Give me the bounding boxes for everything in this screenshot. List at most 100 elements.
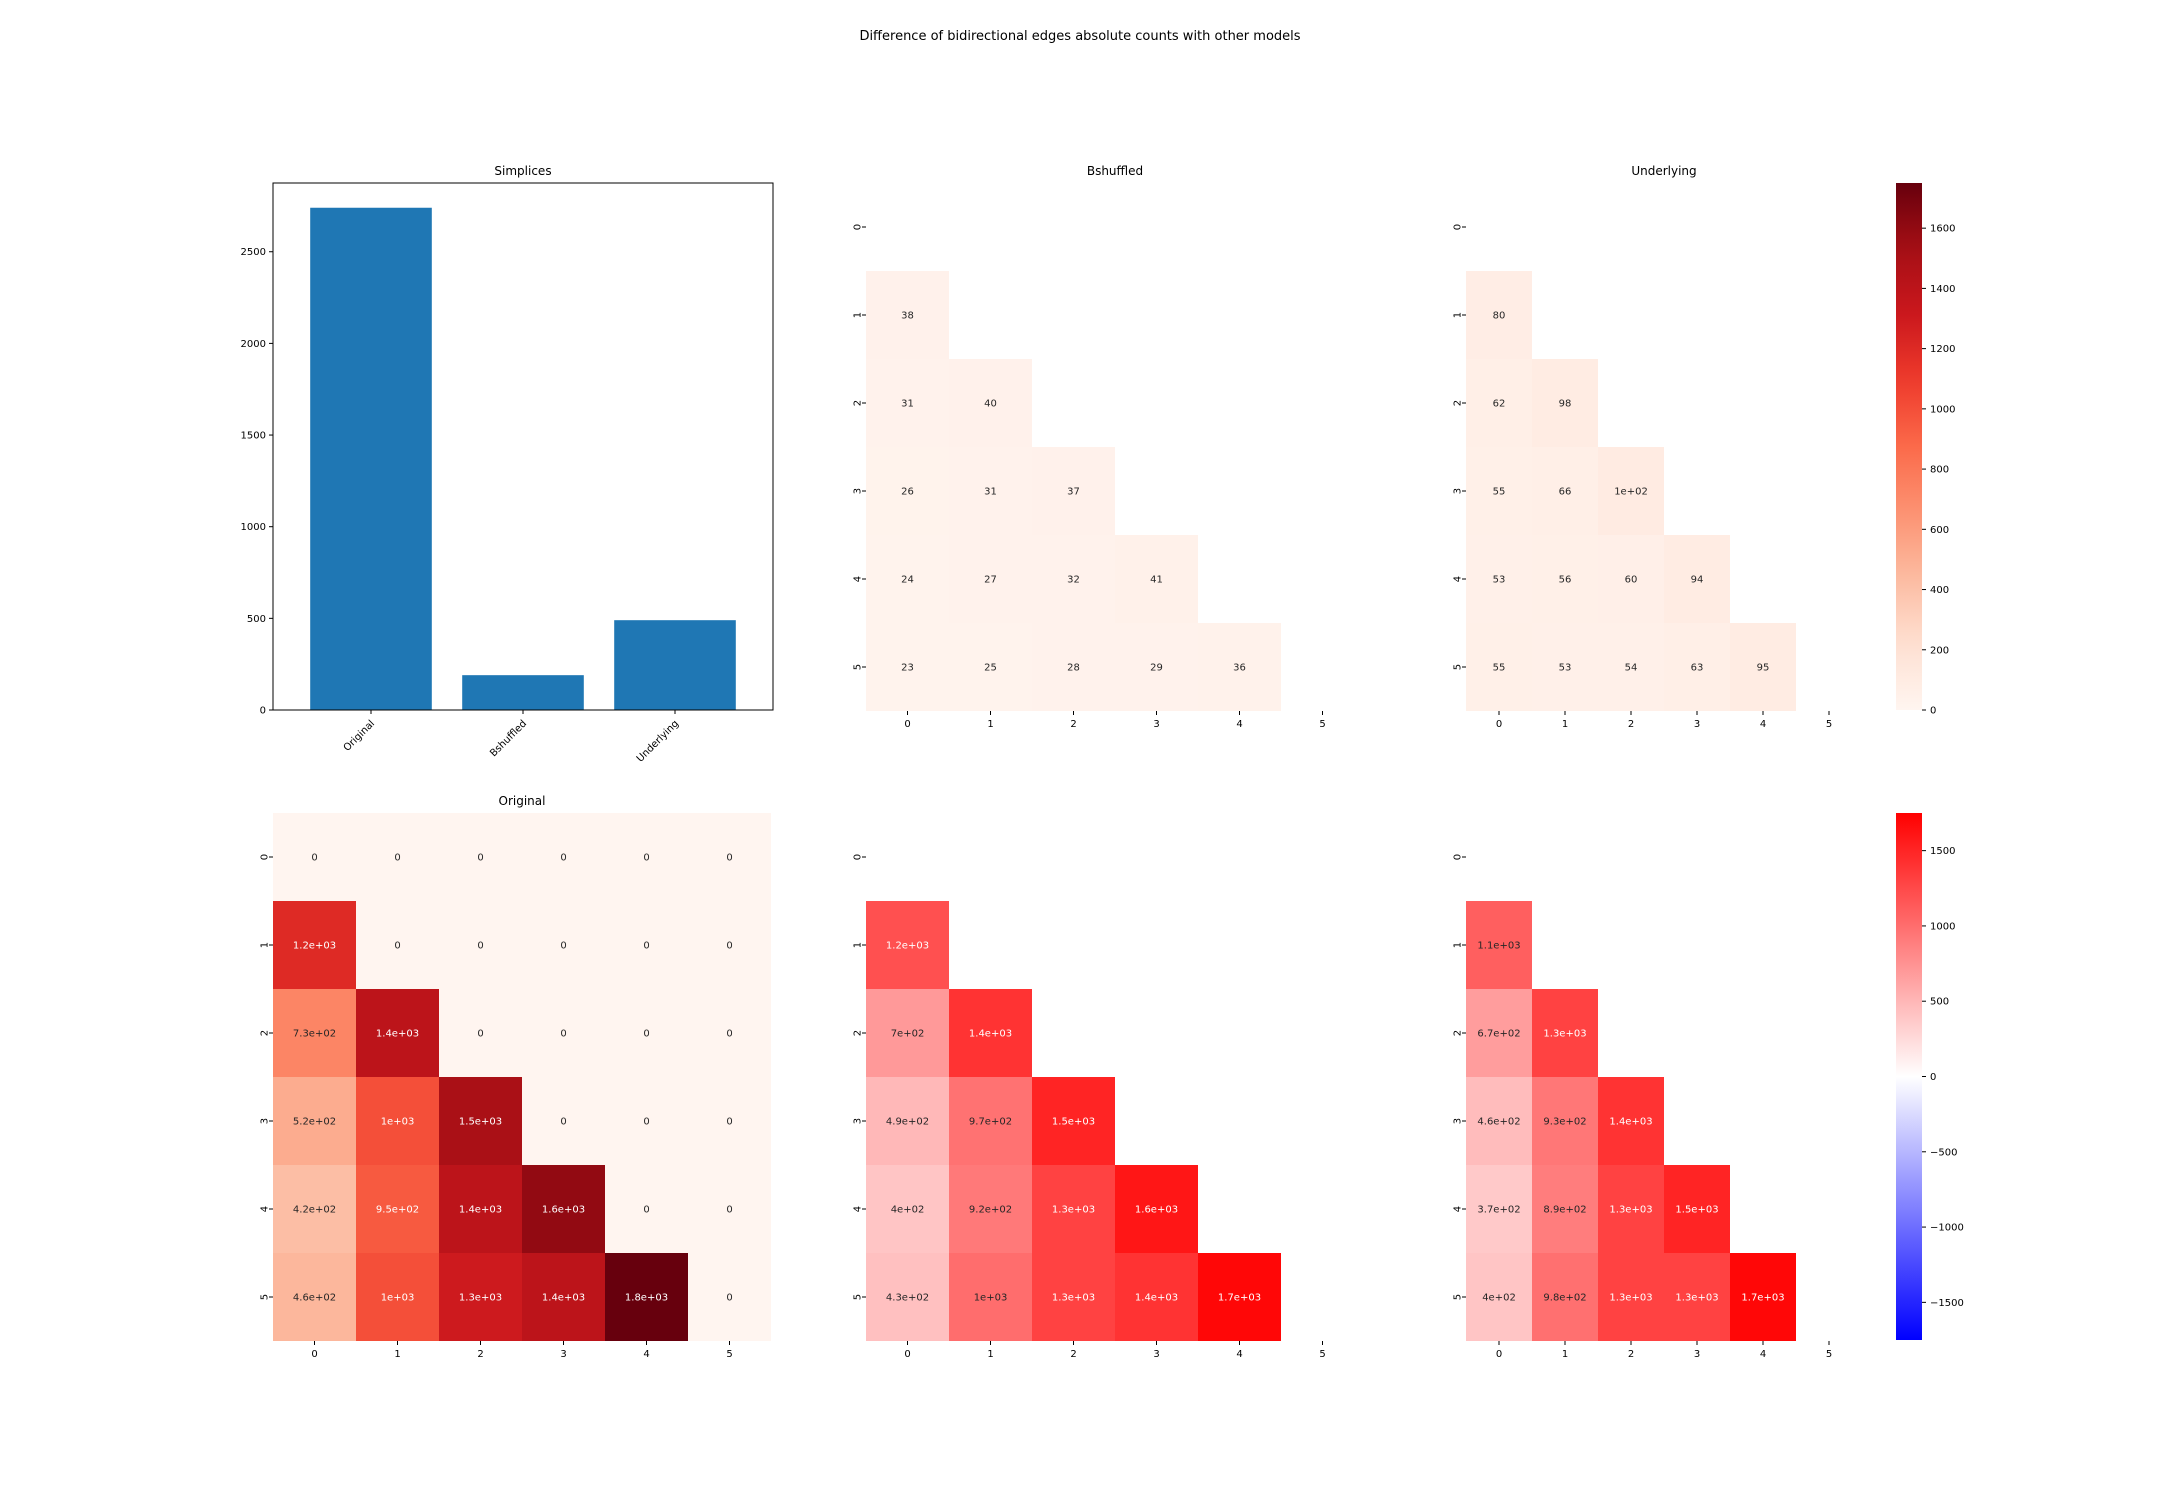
cell-value-label: 24 (901, 575, 914, 586)
cell-value-label: 0 (394, 853, 400, 864)
cell-value-label: 0 (726, 1029, 732, 1040)
y-tick-label: 2 (260, 1030, 271, 1036)
heatmap-cell (1032, 1165, 1115, 1253)
y-tick-label: 5 (1453, 1294, 1464, 1300)
y-tick-label: 2 (853, 1030, 864, 1036)
heatmap-cell (522, 989, 605, 1077)
x-tick-label: 3 (560, 1349, 566, 1360)
cell-value-label: 1.4e+03 (1609, 1117, 1652, 1128)
x-tick-label: 4 (1236, 719, 1242, 730)
cell-value-label: 53 (1559, 663, 1572, 674)
x-tick-label: 5 (726, 1349, 732, 1360)
colorbar-tick-label: 800 (1930, 465, 1949, 476)
y-tick-label: 2 (1453, 400, 1464, 406)
colorbar-tick-label: 1500 (1930, 846, 1955, 857)
y-tick-label: 2 (853, 400, 864, 406)
heatmap-cell (605, 989, 688, 1077)
colorbar-tick-label: 0 (1930, 706, 1936, 717)
y-tick-label: 5 (260, 1294, 271, 1300)
heatmap-cell (1032, 1253, 1115, 1341)
colorbar-tick-label: −1500 (1930, 1298, 1964, 1309)
cell-value-label: 1.3e+03 (1675, 1293, 1718, 1304)
cell-value-label: 0 (560, 941, 566, 952)
heatmap-cell (522, 1253, 605, 1341)
y-tick-label: 5 (853, 664, 864, 670)
heatmap-title: Bshuffled (1087, 164, 1143, 178)
cell-value-label: 63 (1691, 663, 1704, 674)
heatmap-title: Original (499, 794, 546, 808)
heatmap-cell (949, 447, 1032, 535)
cell-value-label: 27 (984, 575, 997, 586)
heatmap-cell (949, 1077, 1032, 1165)
heatmap-cell (1532, 1077, 1598, 1165)
heatmap-cell (1198, 623, 1281, 711)
cell-value-label: 0 (560, 1117, 566, 1128)
heatmap-cell (605, 901, 688, 989)
x-tick-label: 0 (904, 1349, 910, 1360)
cell-value-label: 60 (1625, 575, 1638, 586)
x-tick-label: 2 (1628, 1349, 1634, 1360)
cell-value-label: 1.7e+03 (1218, 1293, 1261, 1304)
cell-value-label: 0 (477, 1029, 483, 1040)
heatmap-cell (356, 813, 439, 901)
y-tick-label: 1 (1453, 942, 1464, 948)
y-tick-label: 5 (853, 1294, 864, 1300)
cell-value-label: 36 (1233, 663, 1246, 674)
bar-original (310, 207, 432, 710)
y-tick-label: 2000 (241, 339, 266, 350)
bar-bshuffled (462, 675, 584, 710)
cell-value-label: 38 (901, 311, 914, 322)
colorbar-tick-label: −1000 (1930, 1223, 1964, 1234)
heatmap-cell (356, 1077, 439, 1165)
heatmap-cell (1730, 623, 1796, 711)
y-tick-label: 1 (1453, 312, 1464, 318)
heatmap-cell (1598, 1077, 1664, 1165)
colorbar-tick-label: 0 (1930, 1072, 1936, 1083)
x-tick-label: 0 (1496, 719, 1502, 730)
cell-value-label: 0 (726, 941, 732, 952)
cell-value-label: 0 (643, 853, 649, 864)
heatmap-cell (1532, 359, 1598, 447)
y-tick-label: 2500 (241, 247, 266, 258)
cell-value-label: 9.7e+02 (969, 1117, 1012, 1128)
heatmap-cell (866, 271, 949, 359)
original-heatmap: Original 0 0 0 0 0 0 1.2e+03 0 0 0 0 0 7.3e+02 1.4e+03… (260, 794, 771, 1360)
heatmap-cell (273, 1253, 356, 1341)
cell-value-label: 1.4e+03 (1135, 1293, 1178, 1304)
cell-value-label: 41 (1150, 575, 1163, 586)
cell-value-label: 1.8e+03 (625, 1293, 668, 1304)
heatmap-cell (866, 623, 949, 711)
x-tick-label: 0 (311, 1349, 317, 1360)
heatmap-cell (439, 901, 522, 989)
heatmap-cell (949, 1253, 1032, 1341)
cell-value-label: 53 (1493, 575, 1506, 586)
heatmap-cell (1532, 447, 1598, 535)
cell-value-label: 4.6e+02 (293, 1293, 336, 1304)
y-tick-label: 1 (853, 312, 864, 318)
cell-value-label: 4e+02 (1482, 1293, 1516, 1304)
cell-value-label: 9.5e+02 (376, 1205, 419, 1216)
y-tick-label: 0 (260, 706, 266, 717)
cell-value-label: 0 (311, 853, 317, 864)
colorbar-tick-label: 1600 (1930, 224, 1955, 235)
cell-value-label: 1e+03 (381, 1293, 415, 1304)
heatmap-cell (1664, 623, 1730, 711)
heatmap-cell (1115, 1165, 1198, 1253)
cell-value-label: 23 (901, 663, 914, 674)
heatmap-cell (1598, 447, 1664, 535)
y-tick-label: 0 (260, 854, 271, 860)
cell-value-label: 1.1e+03 (1477, 941, 1520, 952)
y-tick-label: 1 (853, 942, 864, 948)
cell-value-label: 1.6e+03 (1135, 1205, 1178, 1216)
cell-value-label: 1e+03 (381, 1117, 415, 1128)
y-tick-label: 4 (260, 1206, 271, 1212)
colorbar-tick-label: 400 (1930, 585, 1949, 596)
cell-value-label: 0 (560, 1029, 566, 1040)
heatmap-cell (949, 1165, 1032, 1253)
heatmap-cell (1032, 535, 1115, 623)
cell-value-label: 1e+03 (974, 1293, 1008, 1304)
heatmap-cell (1466, 359, 1532, 447)
cell-value-label: 1.4e+03 (542, 1293, 585, 1304)
cell-value-label: 7.3e+02 (293, 1029, 336, 1040)
